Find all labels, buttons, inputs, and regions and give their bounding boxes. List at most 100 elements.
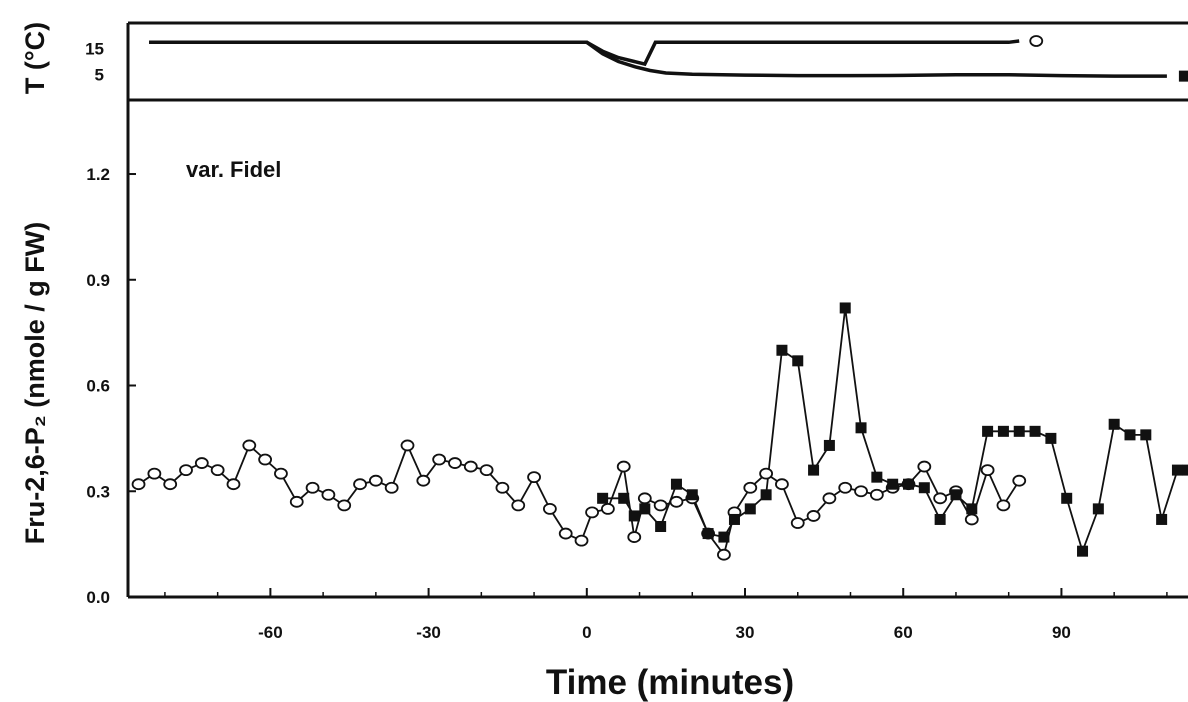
data-point-filled-square bbox=[855, 422, 867, 434]
data-point-open-circle bbox=[1012, 474, 1027, 487]
temperature-y-ticks: 155 bbox=[85, 40, 104, 85]
data-point-filled-square bbox=[871, 471, 883, 483]
data-point-open-circle bbox=[527, 471, 541, 484]
data-point-filled-square bbox=[1156, 513, 1168, 525]
data-point-open-circle bbox=[163, 478, 178, 491]
data-point-filled-square bbox=[1045, 432, 1057, 444]
data-point-open-circle bbox=[601, 502, 615, 515]
data-point-open-circle bbox=[242, 439, 257, 452]
x-tick-label: 60 bbox=[894, 623, 913, 642]
data-point-open-circle bbox=[743, 481, 758, 494]
data-point-open-circle bbox=[775, 478, 789, 491]
fru26p2-panel: -60 -30 0 30 60 900.00.30.60.91.2 var. Fidel … bbox=[20, 100, 1188, 702]
y-tick-label: 0.9 bbox=[86, 271, 110, 290]
data-point-open-circle bbox=[226, 478, 241, 491]
data-point-filled-square bbox=[1140, 429, 1152, 441]
data-point-open-circle bbox=[274, 467, 288, 480]
data-point-filled-square bbox=[808, 464, 820, 476]
data-point-open-circle bbox=[585, 506, 599, 519]
data-point-filled-square bbox=[760, 489, 772, 501]
data-point-open-circle bbox=[194, 457, 209, 469]
temperature-panel: 155 T (°C) bbox=[20, 21, 1188, 102]
data-point-open-circle bbox=[479, 464, 494, 477]
data-point-open-circle bbox=[996, 499, 1011, 512]
temperature-line-square-filled bbox=[149, 40, 1167, 78]
fru26p2-series-line-circle-open bbox=[138, 443, 1020, 557]
data-point-filled-square bbox=[1061, 492, 1073, 504]
data-point-filled-square bbox=[618, 492, 630, 504]
y-tick-label: 0.6 bbox=[86, 377, 110, 396]
y-tick-label: 0.0 bbox=[86, 588, 110, 607]
data-point-open-circle bbox=[353, 478, 367, 491]
x-tick-label: 90 bbox=[1052, 623, 1071, 642]
data-point-open-circle bbox=[179, 464, 193, 477]
data-point-open-circle bbox=[305, 481, 320, 494]
data-point-filled-square bbox=[670, 478, 682, 490]
data-point-open-circle bbox=[337, 499, 352, 512]
main-axis-ticks: -60 -30 0 30 60 90 0.0 0.3 0.6 0.9 1.2 bbox=[86, 165, 1168, 642]
data-point-filled-square bbox=[839, 302, 851, 314]
data-point-open-circle bbox=[869, 488, 884, 501]
data-point-open-circle bbox=[574, 534, 589, 547]
data-point-open-circle bbox=[416, 474, 431, 487]
data-point-open-circle bbox=[917, 460, 932, 473]
fru26p2-series-line-square-filled bbox=[602, 307, 1188, 555]
fru26p2-y-axis-label: Fru-2,6-P₂ (nmole / g FW) bbox=[20, 222, 50, 544]
data-point-filled-square bbox=[823, 439, 835, 451]
data-point-open-circle bbox=[616, 460, 631, 473]
data-point-filled-square bbox=[776, 344, 788, 356]
data-point-filled-square bbox=[966, 503, 978, 515]
data-point-open-circle bbox=[822, 492, 837, 505]
x-axis-label: Time (minutes) bbox=[546, 663, 794, 702]
data-point-open-circle bbox=[964, 513, 979, 526]
data-point-open-circle bbox=[432, 453, 447, 466]
x-tick-label: 30 bbox=[736, 623, 755, 642]
data-point-open-circle bbox=[637, 492, 652, 505]
temperature-y-tick-label: 5 bbox=[95, 65, 104, 84]
fru26p2-series bbox=[131, 302, 1188, 561]
data-point-open-circle bbox=[321, 488, 336, 501]
data-point-open-circle bbox=[806, 510, 821, 522]
data-point-open-circle bbox=[463, 460, 478, 473]
data-point-open-circle bbox=[558, 527, 573, 540]
data-point-filled-square bbox=[744, 503, 756, 515]
data-point-open-circle bbox=[854, 485, 868, 498]
data-point-open-circle bbox=[511, 499, 526, 512]
x-tick-label: -30 bbox=[416, 623, 441, 642]
data-point-open-circle bbox=[933, 492, 948, 505]
data-point-filled-square bbox=[597, 492, 609, 504]
y-tick-label: 0.3 bbox=[86, 482, 110, 501]
x-tick-label: 0 bbox=[582, 623, 591, 642]
data-point-open-circle bbox=[147, 467, 162, 480]
data-point-filled-square bbox=[997, 425, 1009, 437]
data-point-filled-square bbox=[639, 503, 651, 515]
temperature-end-marker-open-circle bbox=[1029, 35, 1044, 47]
data-point-open-circle bbox=[542, 502, 557, 515]
data-point-filled-square bbox=[728, 513, 740, 525]
data-point-open-circle bbox=[384, 481, 399, 494]
data-point-filled-square bbox=[718, 531, 730, 543]
data-point-open-circle bbox=[258, 453, 273, 466]
variety-annotation: var. Fidel bbox=[186, 157, 281, 182]
data-point-open-circle bbox=[448, 457, 462, 469]
data-point-open-circle bbox=[495, 481, 510, 494]
temperature-series bbox=[149, 35, 1188, 82]
data-point-filled-square bbox=[1092, 503, 1104, 515]
data-point-filled-square bbox=[934, 513, 946, 525]
data-point-filled-square bbox=[1182, 464, 1188, 476]
data-point-open-circle bbox=[131, 478, 146, 491]
data-point-open-circle bbox=[717, 548, 731, 561]
data-point-open-circle bbox=[210, 464, 225, 477]
data-point-open-circle bbox=[368, 474, 383, 487]
data-point-open-circle bbox=[790, 517, 805, 529]
temperature-end-marker-filled-square bbox=[1178, 70, 1188, 82]
y-tick-label: 1.2 bbox=[86, 165, 110, 184]
data-point-open-circle bbox=[653, 499, 668, 512]
data-point-open-circle bbox=[759, 467, 774, 480]
data-point-filled-square bbox=[1124, 429, 1136, 441]
data-point-filled-square bbox=[1029, 425, 1041, 437]
data-point-filled-square bbox=[655, 521, 667, 533]
data-point-filled-square bbox=[1171, 464, 1183, 476]
data-point-filled-square bbox=[628, 510, 640, 522]
